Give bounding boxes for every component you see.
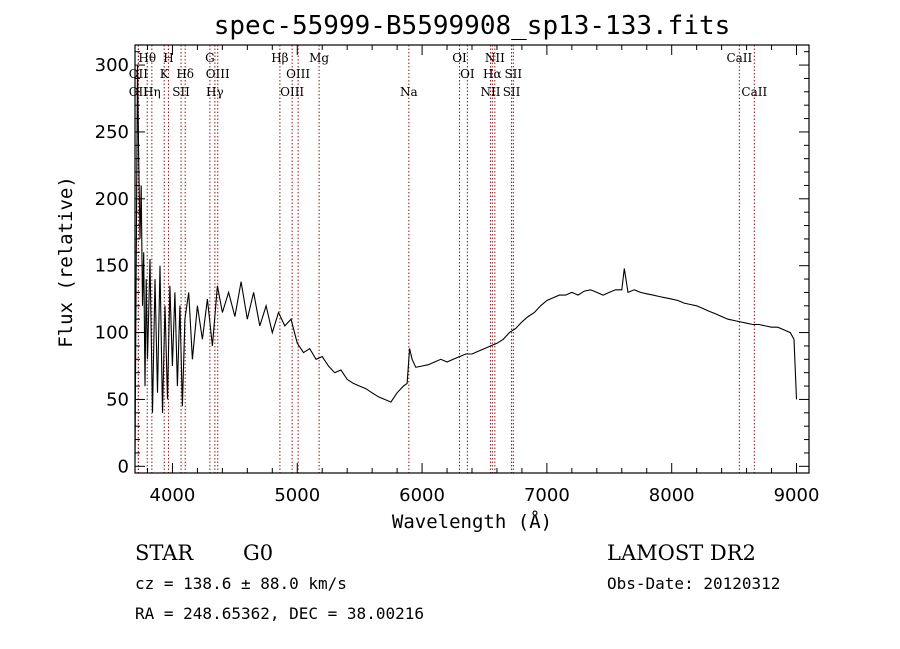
spectral-line-label: OI	[460, 67, 475, 81]
survey-name: LAMOST DR2	[607, 541, 756, 565]
y-tick-label: 50	[106, 389, 129, 410]
spectral-line-label: Mg	[309, 51, 329, 65]
spectral-line-label: Hη	[143, 85, 161, 99]
x-axis: 4000 5000 6000 7000 8000 9000	[146, 45, 820, 506]
spectral-line-label: SII	[503, 85, 521, 99]
observation-date: Obs-Date: 20120312	[607, 574, 780, 593]
y-tick-label: 200	[95, 189, 129, 210]
spectral-line-label: OII	[129, 67, 149, 81]
spectral-line-label: CaII	[726, 51, 752, 65]
spectral-line-label: Hα	[483, 67, 502, 81]
spectral-line-label: NII	[480, 85, 500, 99]
chart-title: spec-55999-B5599908_sp13-133.fits	[214, 11, 731, 41]
y-tick-label: 100	[95, 323, 129, 344]
line-marker-layer	[137, 45, 755, 473]
spectrum-line	[134, 65, 798, 460]
plot-frame	[134, 44, 810, 474]
x-tick-label: 4000	[150, 485, 196, 506]
spectral-line-label: Hθ	[138, 51, 156, 65]
spectral-line-label: Hγ	[206, 85, 224, 99]
redshift-info: cz = 138.6 ± 88.0 km/s	[135, 574, 347, 593]
coordinates-info: RA = 248.65362, DEC = 38.00216	[135, 604, 424, 623]
spectral-line-label: H	[163, 51, 173, 65]
x-axis-label: Wavelength (Å)	[392, 510, 552, 533]
x-tick-label: 7000	[524, 485, 570, 506]
line-label-layer: OIIHθOIIHηKHSIIHδGHγOIIIHβOIIIOIIIMgNaOI…	[129, 51, 768, 99]
spectral-line-label: OII	[129, 85, 149, 99]
y-axis: 0 50 100 150 200 250 300	[95, 51, 809, 477]
spectral-line-label: Hδ	[176, 67, 194, 81]
x-tick-label: 6000	[399, 485, 445, 506]
spectral-line-label: OIII	[280, 85, 304, 99]
y-tick-label: 300	[95, 55, 129, 76]
object-subclass: G0	[243, 541, 273, 565]
spectral-line-label: OIII	[286, 67, 310, 81]
y-tick-label: 0	[118, 456, 129, 477]
spectral-line-label: K	[160, 67, 170, 81]
x-tick-label: 9000	[774, 485, 820, 506]
spectral-line-label: Hβ	[271, 51, 288, 65]
spectral-line-label: SII	[504, 67, 522, 81]
spectral-line-label: G	[205, 51, 215, 65]
x-tick-label: 5000	[274, 485, 320, 506]
object-class: STAR	[135, 541, 194, 565]
spectral-line-label: NII	[485, 51, 505, 65]
y-tick-label: 250	[95, 122, 129, 143]
spectral-line-label: Na	[400, 85, 418, 99]
spectral-line-label: CaII	[741, 85, 767, 99]
spectral-line-label: OI	[452, 51, 467, 65]
y-tick-label: 150	[95, 256, 129, 277]
spectral-line-label: OIII	[206, 67, 230, 81]
spectral-line-label: SII	[172, 85, 190, 99]
y-axis-label: Flux (relative)	[55, 176, 77, 348]
x-tick-label: 8000	[649, 485, 695, 506]
